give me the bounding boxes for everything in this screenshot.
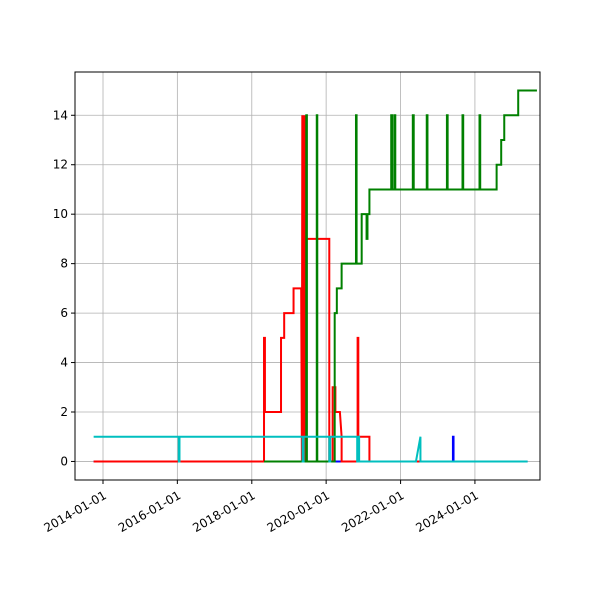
y-tick-label: 0	[60, 454, 68, 468]
y-tick-label: 2	[60, 405, 68, 419]
y-tick-label: 10	[53, 207, 68, 221]
y-tick-label: 4	[60, 356, 68, 370]
y-tick-label: 14	[53, 108, 68, 122]
y-tick-label: 12	[53, 158, 68, 172]
series-group	[93, 89, 537, 463]
y-tick-label: 6	[60, 306, 68, 320]
series-cyan-line	[93, 435, 528, 463]
y-axis: 0 2 4 6 8 10 12 14	[53, 108, 75, 468]
y-tick-label: 8	[60, 257, 68, 271]
series-green-line	[264, 89, 537, 463]
plot-frame	[74, 71, 541, 481]
